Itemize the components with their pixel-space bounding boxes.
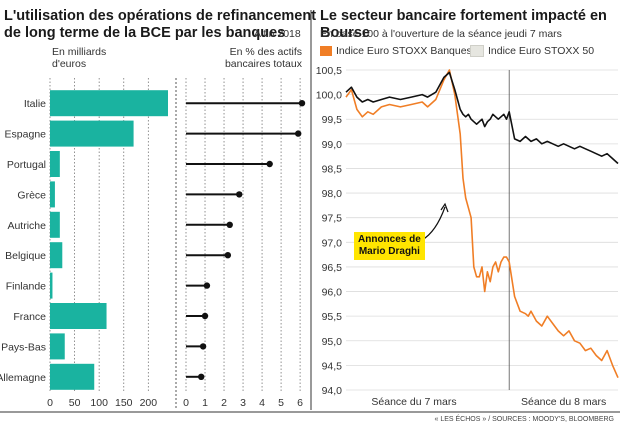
line-y-tick-label: 99,5 (322, 114, 343, 126)
unit-right-line2: bancaires totaux (224, 58, 302, 70)
right-title: Le secteur bancaire fortement impacté en… (320, 8, 607, 41)
line-y-tick-label: 97,0 (322, 237, 343, 249)
category-label: Autriche (7, 220, 46, 232)
lollipop-x-tick-label: 4 (259, 397, 265, 409)
left-title-line2: de long terme de la BCE par les banques (4, 25, 286, 41)
line-y-tick-label: 98,5 (322, 163, 343, 175)
bar (50, 90, 168, 117)
annotation-label: Annonces de Mario Draghi (354, 232, 425, 260)
legend-banques-swatch (320, 46, 332, 57)
category-label: Finlande (6, 281, 46, 293)
series-line-stoxx50 (345, 71, 619, 165)
category-label: Belgique (5, 250, 46, 262)
category-label: Pays-Bas (1, 341, 46, 353)
bar (50, 120, 134, 147)
annotation-arrowhead (440, 202, 449, 213)
unit-left-line2: d'euros (52, 58, 87, 70)
bar-x-tick-label: 100 (90, 397, 108, 409)
legend-banques: Indice Euro STOXX Banques (320, 45, 472, 57)
lollipop-dot (294, 130, 302, 137)
unit-left-line1: En milliards (52, 46, 107, 58)
lollipop-dot (199, 343, 207, 350)
bar (50, 181, 55, 208)
lollipop-dot (224, 252, 232, 259)
lollipop-x-tick-label: 3 (240, 397, 246, 409)
bar (50, 242, 63, 269)
lollipop-dot (298, 100, 306, 107)
category-label: Portugal (7, 159, 46, 171)
annotation-line1: Annonces de (358, 234, 421, 245)
bar-x-tick-label: 0 (47, 397, 53, 409)
bar-x-tick-label: 50 (69, 397, 81, 409)
right-subtitle: En base 100 à l'ouverture de la séance j… (320, 28, 562, 40)
legend-stoxx50-swatch (470, 45, 484, 58)
line-y-tick-label: 95,0 (322, 336, 343, 348)
line-y-tick-label: 100,5 (316, 65, 342, 77)
line-y-tick-label: 98,0 (322, 188, 343, 200)
bar (50, 211, 60, 238)
line-x-label: Séance du 8 mars (521, 396, 606, 408)
lollipop-dot (266, 160, 273, 168)
line-y-tick-label: 94,0 (322, 385, 343, 397)
bar-x-tick-label: 150 (115, 397, 133, 409)
category-label: Grèce (17, 189, 46, 201)
lollipop-dot (236, 191, 243, 198)
legend-stoxx50: Indice Euro STOXX 50 (470, 45, 595, 58)
series-line-banques (345, 69, 619, 379)
annotation-arrow (421, 206, 446, 241)
line-y-tick-label: 99,0 (322, 139, 343, 151)
annotation-line2: Mario Draghi (358, 246, 420, 257)
category-label: Italie (24, 98, 46, 110)
date-note: A fin 2018 (254, 28, 301, 40)
line-x-label: Séance du 7 mars (371, 396, 456, 408)
bar (50, 272, 53, 299)
lollipop-x-tick-label: 0 (183, 397, 189, 409)
bar (50, 363, 95, 390)
category-label: Allemagne (0, 372, 46, 384)
bar-chart: 0 50 100 150 200 Italie Espagne Portugal Grèce Au… (0, 78, 168, 409)
legend-stoxx50-label: Indice Euro STOXX 50 (488, 45, 595, 57)
lollipop-dot (201, 312, 209, 320)
unit-right-line1: En % des actifs (229, 46, 302, 58)
bar (50, 333, 65, 360)
line-y-tick-label: 95,5 (322, 311, 343, 323)
lollipop-x-tick-label: 5 (278, 397, 284, 409)
lollipop-chart: 0 1 2 3 4 5 6 (183, 78, 306, 409)
source-note: « LES ÉCHOS » / SOURCES : MOODY'S, BLOOM… (434, 416, 615, 423)
lollipop-dot (226, 221, 233, 228)
line-y-tick-label: 97,5 (322, 213, 343, 225)
bar (50, 303, 107, 329)
lollipop-dot (203, 282, 211, 289)
left-title-line1: L'utilisation des opérations de refinanc… (4, 8, 317, 24)
lollipop-x-tick-label: 1 (202, 397, 208, 409)
line-y-tick-label: 100,0 (316, 90, 342, 102)
line-y-tick-label: 96,0 (322, 287, 343, 299)
line-y-tick-label: 96,5 (322, 262, 343, 274)
lollipop-dot (198, 373, 205, 380)
bar (50, 151, 60, 177)
category-label: France (13, 311, 46, 323)
lollipop-x-tick-label: 6 (297, 397, 303, 409)
category-label: Espagne (5, 129, 47, 141)
bar-x-tick-label: 200 (140, 397, 158, 409)
line-y-tick-label: 94,5 (322, 360, 343, 372)
line-chart: 94,0 94,5 95,0 95,5 96,0 96,5 97,0 97,5 98,0 98,5… (316, 65, 619, 408)
lollipop-x-tick-label: 2 (221, 397, 227, 409)
legend-banques-label: Indice Euro STOXX Banques (336, 45, 472, 57)
